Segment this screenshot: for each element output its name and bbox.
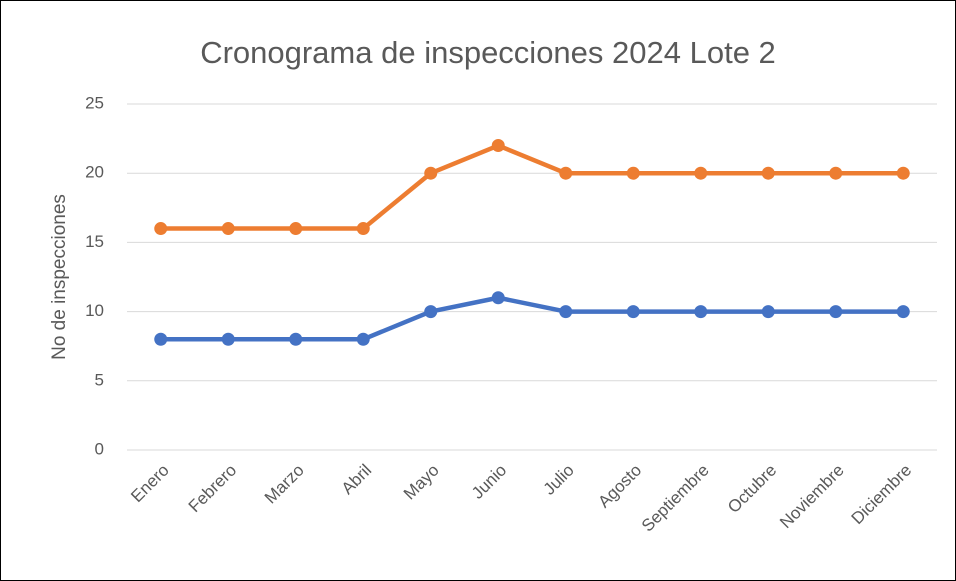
chart-title: Cronograma de inspecciones 2024 Lote 2 <box>200 35 776 70</box>
y-tick-label: 5 <box>95 370 104 389</box>
y-axis-label: No de inspecciones <box>49 194 70 360</box>
series-marker <box>424 305 438 319</box>
series-marker <box>154 222 168 236</box>
series-line <box>158 295 906 342</box>
series-marker <box>626 305 640 319</box>
series-marker <box>761 305 775 319</box>
series-marker <box>829 305 843 319</box>
series-marker <box>491 291 505 305</box>
series-marker <box>559 305 573 319</box>
series-marker <box>289 222 303 236</box>
series-marker <box>896 305 910 319</box>
series-marker <box>761 166 775 180</box>
series-marker <box>491 139 505 153</box>
series-marker <box>424 166 438 180</box>
series-marker <box>356 222 370 236</box>
series-marker <box>154 332 168 346</box>
series-marker <box>896 166 910 180</box>
series-marker <box>626 166 640 180</box>
series-marker <box>829 166 843 180</box>
y-tick-label: 15 <box>85 232 104 251</box>
series-marker <box>221 222 235 236</box>
series-marker <box>559 166 573 180</box>
series-marker <box>356 332 370 346</box>
y-tick-label: 20 <box>85 163 104 182</box>
series-marker <box>694 166 708 180</box>
y-tick-label: 25 <box>85 93 104 112</box>
series-marker <box>221 332 235 346</box>
series-marker <box>694 305 708 319</box>
series-line <box>158 143 906 231</box>
y-tick-label: 0 <box>95 439 104 458</box>
series-marker <box>289 332 303 346</box>
y-tick-label: 10 <box>85 301 104 320</box>
